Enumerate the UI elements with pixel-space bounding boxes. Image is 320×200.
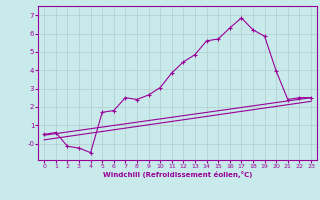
X-axis label: Windchill (Refroidissement éolien,°C): Windchill (Refroidissement éolien,°C) (103, 171, 252, 178)
